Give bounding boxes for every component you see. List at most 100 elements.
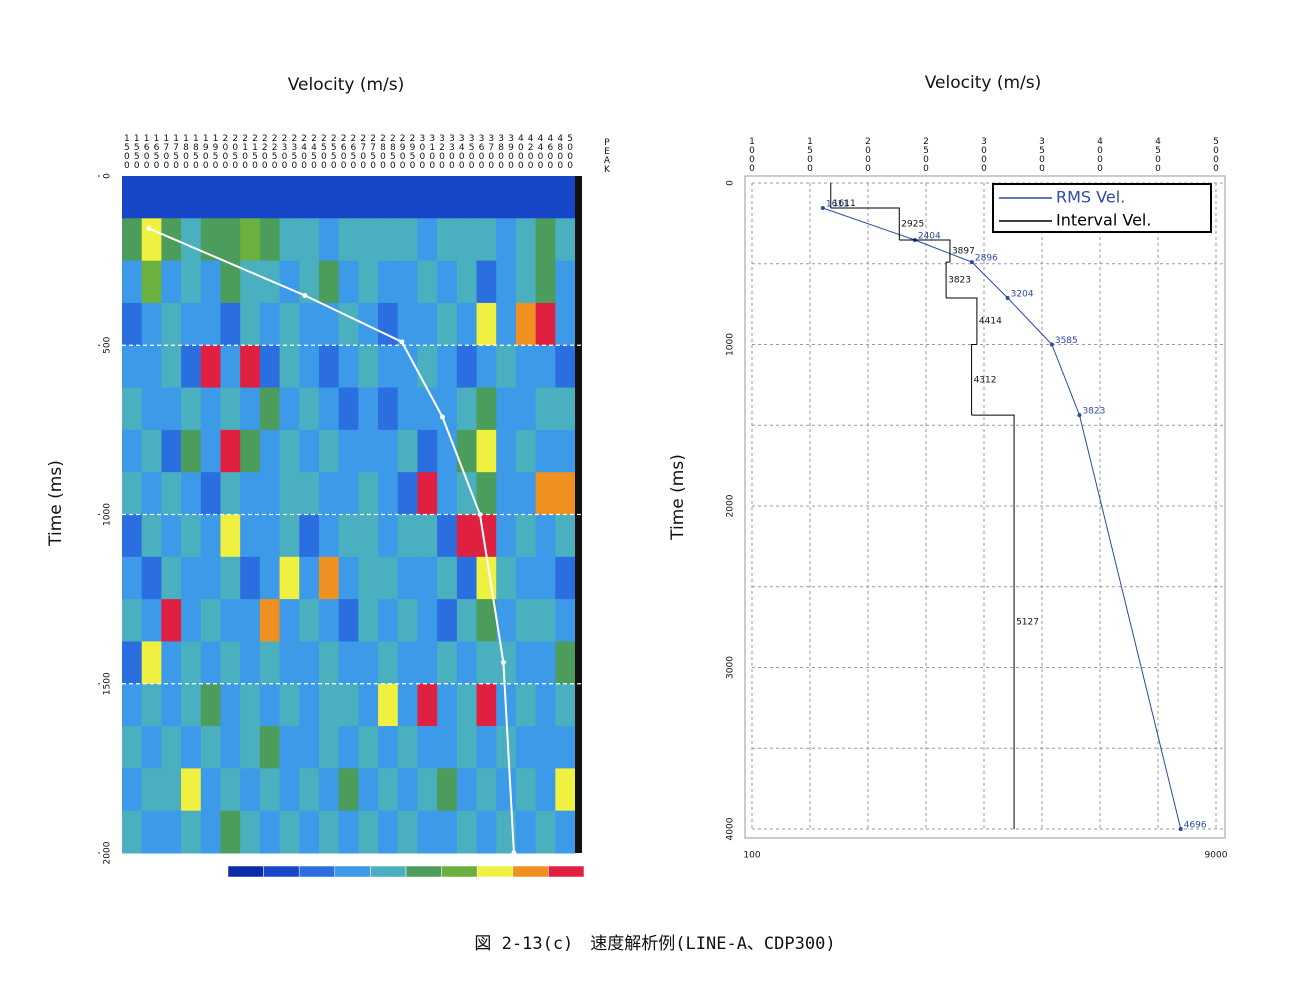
heat-cell (318, 260, 340, 304)
heat-cell (279, 429, 300, 473)
x-tick-label: 2650 (348, 134, 358, 170)
pick-point (399, 339, 405, 345)
heat-cell (555, 218, 576, 262)
rms-segment (1051, 344, 1080, 416)
heat-cell (515, 768, 537, 812)
interval-label: 3897 (952, 247, 975, 257)
heat-cell (240, 472, 261, 515)
heat-cell (299, 599, 320, 642)
rms-point (969, 260, 974, 265)
heat-cell (181, 302, 202, 346)
heat-cell (338, 599, 359, 642)
x-tick-label: 2500 (921, 137, 931, 173)
heat-cell (122, 599, 143, 642)
pick-point (439, 414, 445, 420)
heat-cell (378, 302, 399, 346)
heat-cell (299, 302, 320, 346)
heat-cell (535, 260, 556, 304)
heat-cell (299, 176, 320, 219)
heat-cell (358, 176, 379, 219)
heat-cell (397, 260, 418, 304)
rms-segment (1007, 297, 1053, 345)
heat-cell (417, 472, 438, 515)
x-tick-label: 1800 (181, 134, 191, 170)
x-tick-label: 2350 (289, 134, 299, 170)
rms-point (1178, 827, 1183, 831)
heat-cell (535, 429, 556, 473)
heat-cell (279, 302, 300, 346)
colorbar-swatch (298, 865, 336, 878)
heat-cell (141, 556, 162, 600)
heat-cell (220, 556, 241, 600)
heat-cell (259, 726, 281, 769)
heat-cell (515, 514, 537, 558)
y-tick-label: 1000 (726, 333, 736, 356)
heat-cell (259, 260, 281, 304)
heat-cell (397, 387, 418, 431)
x-tick-label: 2750 (368, 134, 378, 170)
legend-box (992, 183, 1212, 233)
heat-cell (338, 472, 359, 515)
interval-label: 4312 (974, 375, 997, 385)
heat-cell (181, 429, 202, 473)
interval-step (971, 414, 1015, 829)
heat-cell (515, 345, 537, 389)
heat-cell (279, 260, 300, 304)
heat-cell (515, 429, 537, 473)
heat-cell (318, 387, 340, 431)
heat-cell (181, 514, 202, 558)
heat-cell (417, 260, 438, 304)
x-tick-label: 2700 (358, 134, 368, 170)
heat-cell (358, 472, 379, 515)
heat-cell (437, 176, 458, 219)
x-tick-label: 1000 (747, 137, 757, 173)
heat-cell (200, 810, 221, 854)
heat-cell (535, 387, 556, 431)
heat-cell (555, 302, 576, 346)
heat-cell (141, 472, 162, 515)
heat-cell (181, 556, 202, 600)
x-tick-label: 2200 (260, 134, 270, 170)
heat-cell (161, 810, 182, 854)
colorbar-swatch (548, 865, 585, 878)
interval-label: 5127 (1016, 618, 1039, 628)
heat-cell (397, 810, 418, 854)
heat-cell (437, 810, 458, 854)
heat-cell (496, 641, 517, 685)
heat-cell (456, 218, 478, 262)
heat-cell (259, 472, 281, 515)
heat-cell (397, 641, 418, 685)
heat-cell (437, 726, 458, 769)
y-tick-label: 2000 (103, 841, 113, 864)
heat-cell (555, 472, 576, 515)
heat-cell (535, 345, 556, 389)
heat-cell (437, 345, 458, 389)
heat-cell (555, 683, 576, 727)
heat-cell (515, 810, 537, 854)
heat-cell (220, 176, 241, 219)
chart-title: Velocity (m/s) (288, 75, 405, 95)
heat-cell (555, 810, 576, 854)
heat-cell (437, 514, 458, 558)
heat-cell (122, 683, 143, 727)
heat-cell (161, 176, 182, 219)
heat-cell (496, 218, 517, 262)
x-tick-label: 1900 (201, 134, 211, 170)
heat-cell (515, 176, 537, 219)
colorbar-swatch (263, 865, 300, 878)
heat-cell (141, 514, 162, 558)
heat-cell (535, 683, 556, 727)
x-tick-label: 3000 (417, 134, 427, 170)
rms-point (1049, 342, 1054, 347)
heat-cell (240, 514, 261, 558)
heat-cell (515, 599, 537, 642)
heat-cell (456, 641, 478, 685)
heat-cell (220, 599, 241, 642)
heat-cell (259, 302, 281, 346)
heat-cell (200, 345, 221, 389)
heat-cell (259, 345, 281, 389)
colorbar-swatch (476, 865, 514, 878)
heat-cell (555, 768, 576, 812)
heat-cell (161, 387, 182, 431)
heat-cell (122, 810, 143, 854)
